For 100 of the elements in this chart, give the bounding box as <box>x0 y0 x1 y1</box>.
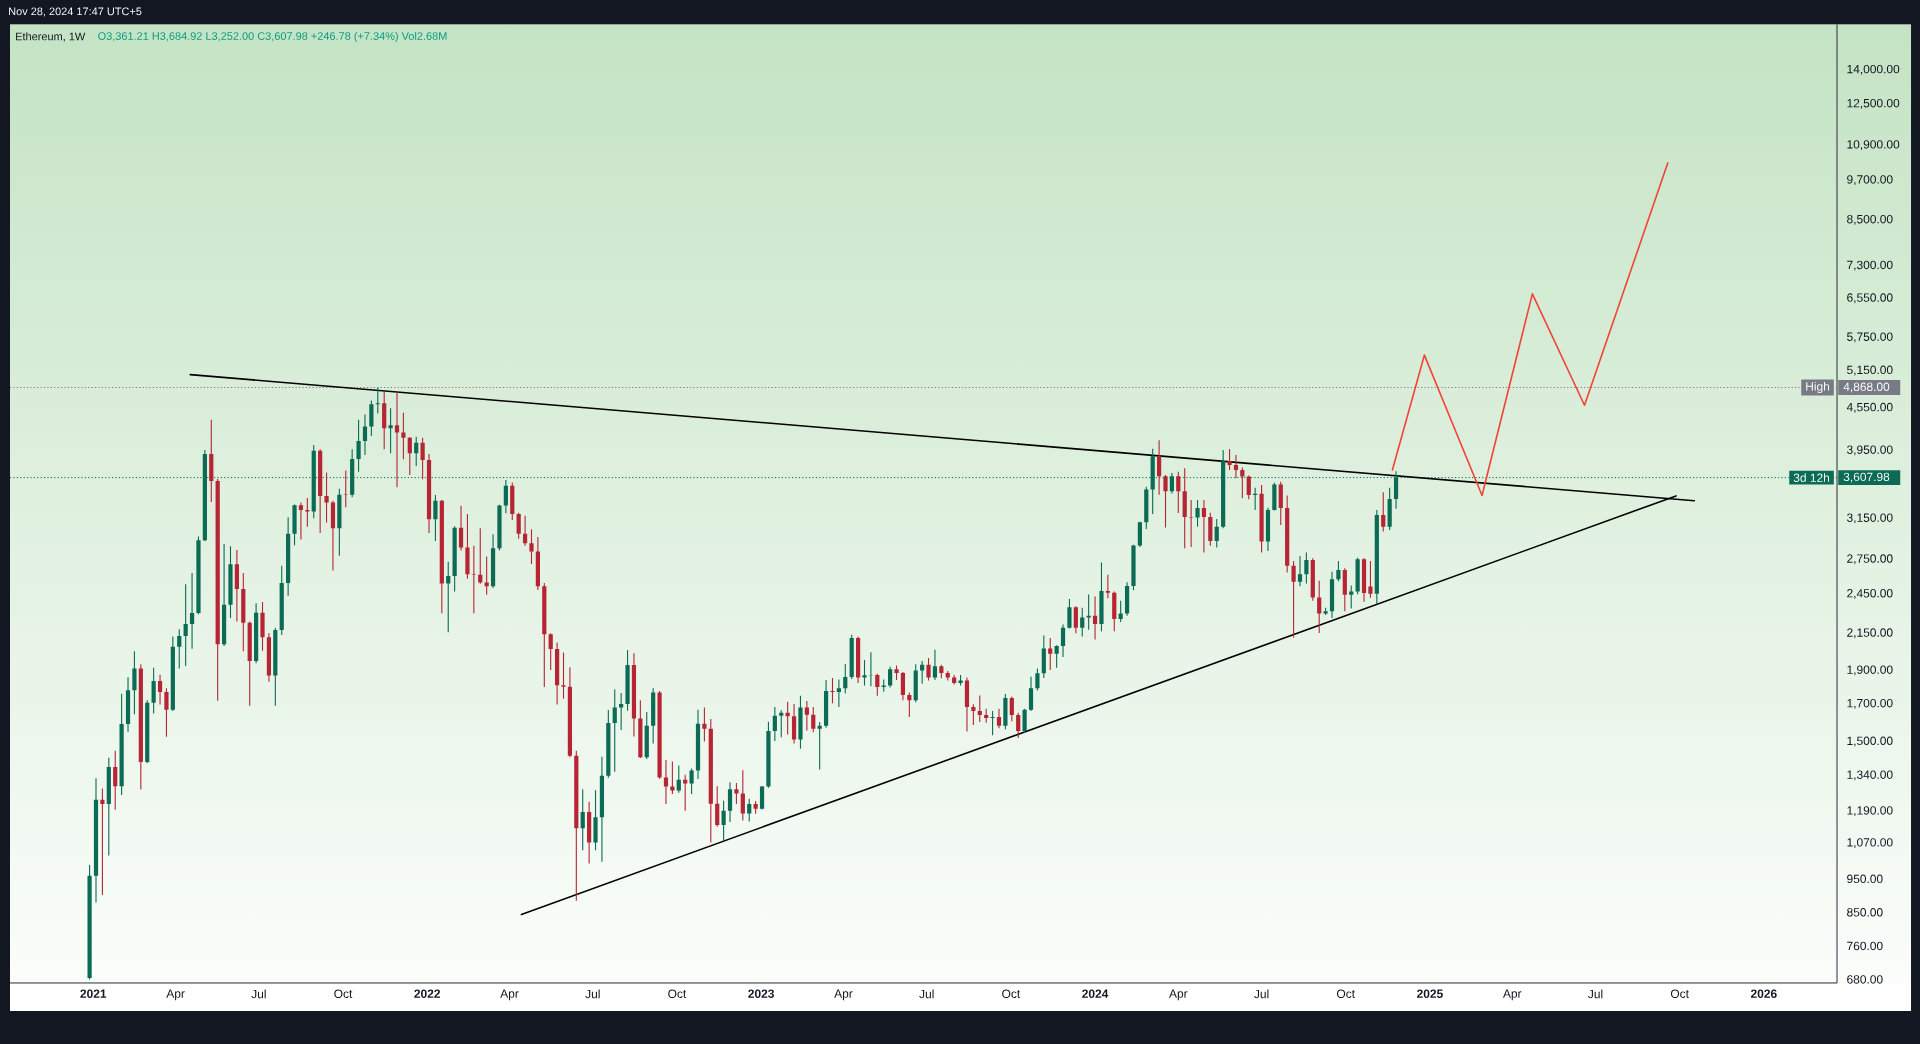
candlestick <box>1361 558 1367 602</box>
candlestick <box>254 603 259 664</box>
candlestick <box>337 488 342 556</box>
candlestick <box>798 695 803 749</box>
candlestick <box>209 419 214 503</box>
y-tick-label: 8,500.00 <box>1847 214 1893 225</box>
candlestick <box>542 583 547 688</box>
candlestick <box>369 400 374 437</box>
candlestick <box>497 504 502 551</box>
x-tick-label: Oct <box>1670 989 1689 998</box>
candlestick <box>638 700 643 758</box>
candlestick <box>1233 455 1239 479</box>
candlestick <box>382 392 387 450</box>
candlestick <box>721 800 726 841</box>
candlestick <box>234 550 239 622</box>
candlestick <box>1285 495 1290 573</box>
candlestick <box>343 470 348 508</box>
candlestick <box>401 412 406 460</box>
candlestick <box>247 621 252 706</box>
candlestick <box>298 502 304 540</box>
y-tick-label: 6,550.00 <box>1847 293 1893 304</box>
candlestick <box>843 664 848 694</box>
x-tick-label: Apr <box>1502 989 1522 1001</box>
candlestick <box>471 545 476 614</box>
candlestick <box>1137 521 1142 547</box>
candlestick <box>1374 509 1379 605</box>
candlestick <box>458 505 464 551</box>
candlestick <box>407 436 412 475</box>
candlestick <box>1080 607 1085 637</box>
candlestick <box>215 479 220 701</box>
x-tick-label: Jul <box>919 989 934 999</box>
candlestick <box>292 504 297 546</box>
candlestick <box>1387 487 1392 530</box>
y-tick-label: 1,500.00 <box>1847 736 1893 747</box>
x-tick-label: Jul <box>251 989 266 999</box>
x-tick-label: Jul <box>1588 989 1603 999</box>
y-tick-label: 5,750.00 <box>1847 332 1893 343</box>
y-tick-label: 850.00 <box>1847 908 1883 917</box>
candlestick <box>1041 635 1046 678</box>
candlestick <box>599 756 605 862</box>
candlestick <box>177 629 182 669</box>
candlestick <box>939 664 944 679</box>
candlestick <box>1201 499 1207 553</box>
y-tick-label: 4,550.00 <box>1846 402 1893 413</box>
x-tick-label: 2024 <box>1082 989 1109 998</box>
candlestick <box>753 800 758 814</box>
x-tick-label: Oct <box>1002 989 1021 998</box>
candlestick <box>1246 475 1251 500</box>
x-tick-label: Apr <box>166 989 185 1001</box>
candlestick <box>856 636 861 684</box>
candlestick <box>106 757 111 856</box>
y-tick-label: 2,450.00 <box>1847 589 1893 599</box>
candlestick <box>189 572 195 649</box>
candlestick <box>1073 606 1078 634</box>
candlestick <box>1054 645 1059 668</box>
candlestick <box>1195 499 1200 527</box>
candlestick <box>1156 440 1162 495</box>
candlestick <box>1099 562 1104 632</box>
candlestick <box>132 651 137 715</box>
text: Nov 28, 2024 17:47 UTC+5 <box>9 7 142 17</box>
candlestick <box>945 671 950 681</box>
x-tick-label: Jul <box>585 989 600 999</box>
candlestick <box>1060 624 1066 657</box>
candlestick <box>420 437 425 480</box>
candlestick <box>548 633 553 670</box>
candlestick <box>145 700 150 764</box>
y-tick-label: 4,868.00 <box>1843 382 1890 393</box>
candlestick <box>849 634 854 679</box>
candlestick <box>1208 512 1213 546</box>
candlestick <box>875 673 880 696</box>
candlestick <box>567 667 573 758</box>
x-tick-label: Apr <box>834 989 853 1001</box>
candlestick <box>1092 596 1098 640</box>
candlestick <box>93 778 99 903</box>
candlestick <box>522 515 528 546</box>
candlestick <box>913 664 918 703</box>
candlestick <box>286 517 291 596</box>
candlestick <box>990 711 995 736</box>
candlestick <box>996 708 1002 729</box>
candlestick <box>747 798 752 822</box>
candlestick <box>734 782 739 805</box>
candlestick <box>414 436 419 466</box>
candlestick <box>580 789 585 851</box>
candlestick <box>1182 468 1187 549</box>
x-tick-label: Apr <box>1169 989 1188 1001</box>
candlestick <box>279 565 284 635</box>
line-series <box>1391 162 1669 497</box>
y-tick-label: 2,150.00 <box>1847 628 1893 639</box>
candlestick <box>1214 518 1219 548</box>
y-tick-label: 9,700.00 <box>1847 175 1893 186</box>
y-tick-label: 1,900.00 <box>1847 665 1893 676</box>
candlestick <box>1144 486 1149 530</box>
candlestick <box>1124 582 1130 616</box>
candlestick <box>907 692 912 717</box>
candlestick <box>1003 693 1008 730</box>
candlestick <box>1067 599 1072 629</box>
candlestick <box>625 650 630 711</box>
candlestick <box>1240 467 1245 499</box>
candlestick <box>433 494 438 541</box>
candlestick <box>740 770 745 821</box>
